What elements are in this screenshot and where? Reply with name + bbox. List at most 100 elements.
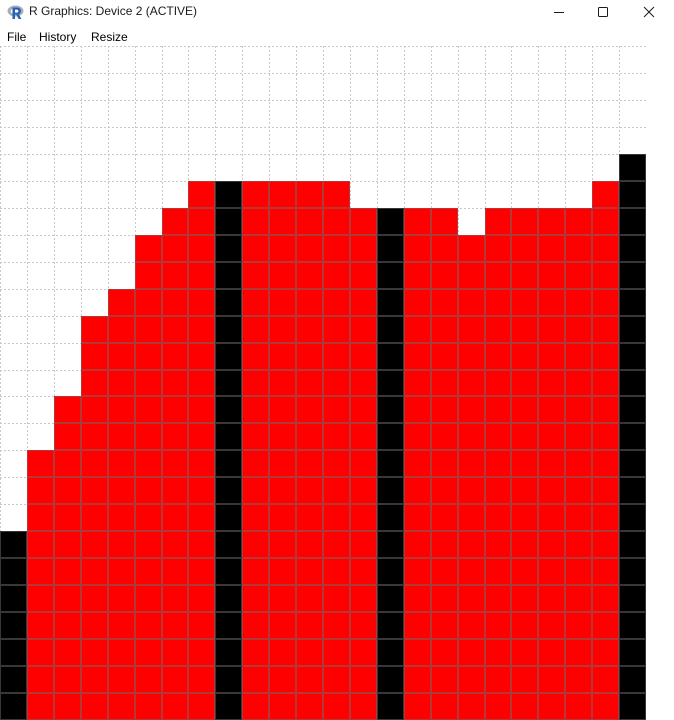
bar-cell [592, 235, 619, 262]
bar-cell [323, 208, 350, 235]
bar-cell [511, 235, 538, 262]
bar-cell [0, 585, 27, 612]
bar-cell [592, 370, 619, 396]
bar-cell [162, 531, 188, 558]
bar-cell [619, 612, 646, 639]
plot-canvas [0, 46, 646, 720]
bar-cell [350, 666, 377, 693]
bar-cell [377, 531, 404, 558]
bar-cell [458, 639, 485, 666]
bar-cell [162, 316, 188, 343]
bar-cell [81, 477, 108, 504]
maximize-button[interactable] [580, 0, 626, 24]
bar-cell [458, 370, 485, 396]
menu-history[interactable]: History [39, 30, 77, 44]
bar-cell [269, 181, 296, 208]
bar-cell [323, 370, 350, 396]
bar-cell [377, 450, 404, 477]
bar-cell [296, 343, 323, 370]
bar-cell [269, 316, 296, 343]
bar-cell [485, 396, 511, 423]
bar-cell [431, 343, 458, 370]
bar-cell [135, 450, 162, 477]
bar-cell [215, 504, 242, 531]
bar-cell [377, 316, 404, 343]
bar-cell [431, 585, 458, 612]
close-button[interactable] [626, 0, 672, 24]
bar-cell [511, 504, 538, 531]
bar-cell [458, 262, 485, 289]
bar-cell [377, 477, 404, 504]
bar-cell [27, 477, 54, 504]
bar-cell [404, 666, 431, 693]
bar-cell [27, 612, 54, 639]
bar-cell [81, 612, 108, 639]
minimize-button[interactable] [536, 0, 582, 24]
bar-cell [565, 343, 592, 370]
bar-cell [350, 208, 377, 235]
bar-cell [323, 316, 350, 343]
bar-cell [215, 316, 242, 343]
bar-cell [458, 343, 485, 370]
bar-cell [269, 423, 296, 450]
bar-cell [108, 531, 135, 558]
bar-cell [458, 477, 485, 504]
bar-cell [108, 612, 135, 639]
bar-cell [269, 396, 296, 423]
bar-cell [511, 208, 538, 235]
bar-cell [350, 450, 377, 477]
bar-cell [188, 262, 215, 289]
bar-cell [81, 504, 108, 531]
bar-cell [215, 477, 242, 504]
menu-file[interactable]: File [7, 30, 27, 44]
bar-cell [592, 262, 619, 289]
bar-cell [404, 343, 431, 370]
bar-cell [565, 316, 592, 343]
bar-cell [404, 289, 431, 316]
bar-cell [27, 585, 54, 612]
bar-cell [377, 343, 404, 370]
bar-cell [565, 612, 592, 639]
bar-cell [215, 289, 242, 316]
bar-cell [485, 693, 511, 720]
bar-fill [404, 208, 431, 720]
bar-cell [242, 639, 269, 666]
bar-cell [619, 262, 646, 289]
bar-cell [431, 531, 458, 558]
bar-cell [565, 423, 592, 450]
bar-3 [54, 396, 81, 720]
bar-cell [269, 639, 296, 666]
bar-cell [269, 585, 296, 612]
bar-cell [565, 477, 592, 504]
bar-cell [431, 477, 458, 504]
bar-cell [54, 531, 81, 558]
bar-cell [0, 531, 27, 558]
bar-cell [538, 396, 565, 423]
bar-cell [511, 531, 538, 558]
minimize-icon [554, 12, 564, 13]
bar-cell [431, 612, 458, 639]
bar-cell [242, 208, 269, 235]
bar-cell [377, 396, 404, 423]
bar-cell [458, 423, 485, 450]
bar-5 [108, 289, 135, 720]
bar-cell [242, 612, 269, 639]
bar-cell [377, 423, 404, 450]
bar-12 [296, 181, 323, 720]
menu-resize[interactable]: Resize [91, 30, 128, 44]
bar-cell [323, 585, 350, 612]
bar-cell [242, 396, 269, 423]
bar-cell [162, 693, 188, 720]
bar-cell [269, 343, 296, 370]
bar-cell [242, 289, 269, 316]
bar-cell [350, 531, 377, 558]
bar-cell [350, 612, 377, 639]
bar-cell [188, 289, 215, 316]
bar-13 [323, 181, 350, 720]
bar-cell [215, 423, 242, 450]
bar-cell [511, 666, 538, 693]
bar-cell [377, 639, 404, 666]
bar-cell [323, 450, 350, 477]
bar-cell [458, 585, 485, 612]
bar-cell [565, 262, 592, 289]
